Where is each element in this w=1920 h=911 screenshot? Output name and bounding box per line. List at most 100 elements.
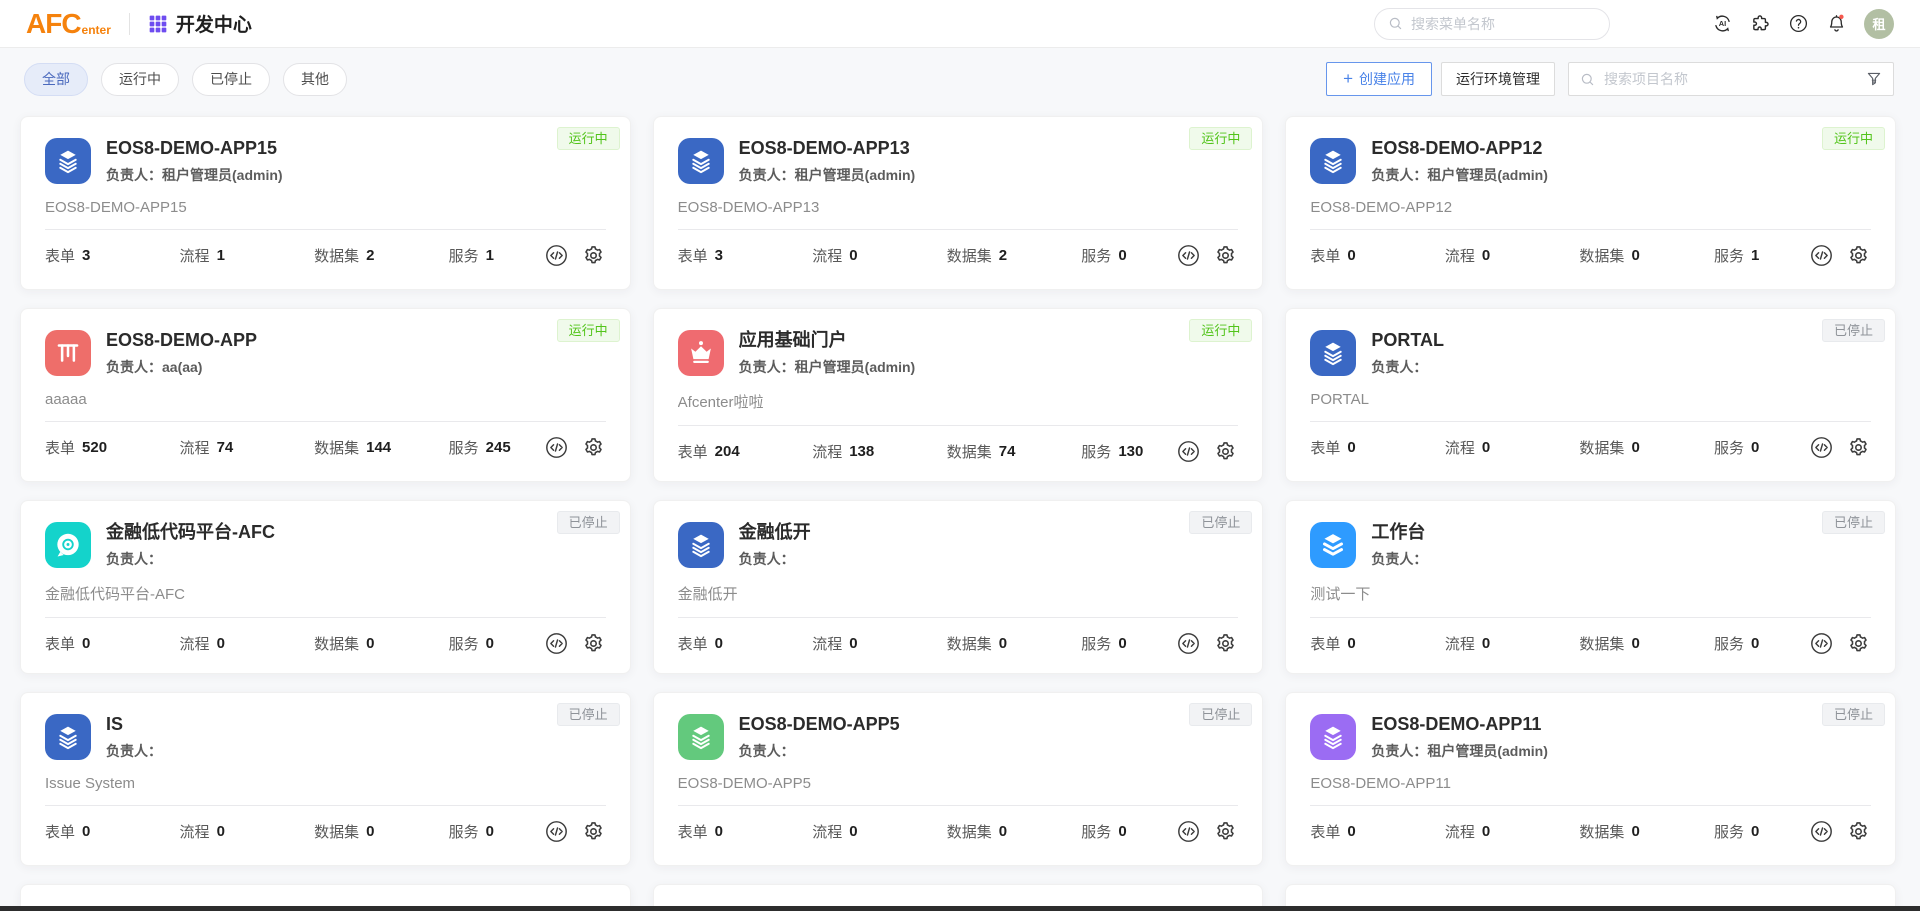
owner-label: 负责人： (1371, 166, 1428, 183)
code-icon[interactable] (544, 819, 569, 844)
layers-app-icon (1310, 329, 1357, 376)
app-card[interactable]: 运行中 EOS8-DEMO-APP 负责人：aa(aa) aaaaa 表单 520… (20, 308, 631, 482)
layers-app-icon (677, 713, 724, 760)
settings-gear-icon[interactable] (581, 631, 606, 656)
stat-form-value: 520 (82, 438, 108, 456)
stat-flow: 流程 0 (812, 245, 947, 266)
app-owner: 负责人：租户管理员(admin) (1371, 741, 1548, 761)
app-title: EOS8-DEMO-APP15 (106, 138, 278, 158)
code-icon[interactable] (1176, 243, 1201, 268)
settings-gear-icon[interactable] (1846, 819, 1871, 844)
code-icon[interactable] (1176, 819, 1201, 844)
app-description: 金融低开 (677, 585, 738, 603)
code-icon[interactable] (1176, 439, 1201, 464)
stat-service-label: 服务 (448, 439, 479, 457)
stat-flow: 流程 0 (1445, 821, 1580, 842)
stat-form-label: 表单 (677, 635, 708, 653)
code-icon[interactable] (1809, 819, 1834, 844)
stat-dataset: 数据集 144 (314, 437, 449, 458)
filter-funnel-icon[interactable] (1865, 70, 1883, 88)
stat-form-label: 表单 (45, 439, 76, 457)
app-title: EOS8-DEMO-APP12 (1371, 138, 1543, 158)
stat-flow-value: 0 (1481, 634, 1491, 652)
afcenter-logo[interactable]: AFC enter (26, 9, 111, 38)
stat-form-value: 0 (82, 634, 91, 652)
settings-gear-icon[interactable] (1846, 631, 1871, 656)
app-switcher[interactable]: 开发中心 (148, 10, 252, 37)
settings-gear-icon[interactable] (581, 243, 606, 268)
stat-service-value: 1 (1750, 246, 1760, 264)
user-avatar[interactable]: 租 (1864, 8, 1894, 39)
card-divider (677, 424, 1239, 426)
code-icon[interactable] (1809, 631, 1834, 656)
settings-gear-icon[interactable] (1213, 631, 1238, 656)
plugin-icon[interactable] (1750, 13, 1771, 34)
stat-dataset: 数据集 0 (947, 821, 1082, 842)
app-owner: 负责人：租户管理员(admin) (739, 165, 916, 185)
app-title: PORTAL (1371, 330, 1444, 350)
code-icon[interactable] (544, 243, 569, 268)
menu-search-box[interactable] (1374, 7, 1610, 40)
stat-dataset-label: 数据集 (314, 635, 360, 653)
stat-form-label: 表单 (45, 247, 76, 265)
code-icon[interactable] (1809, 435, 1834, 460)
code-icon[interactable] (544, 631, 569, 656)
settings-gear-icon[interactable] (1213, 243, 1238, 268)
settings-gear-icon[interactable] (581, 819, 606, 844)
app-card[interactable]: 已停止 金融低开 负责人： 金融低开 表单 0 流程 0 数据集 0 服务 0 (652, 500, 1264, 674)
stat-dataset: 数据集 0 (314, 633, 449, 654)
app-card[interactable]: 运行中 应用基础门户 负责人：租户管理员(admin) Afcenter啦啦 表… (652, 308, 1264, 482)
code-icon[interactable] (1809, 243, 1834, 268)
page-title: 开发中心 (175, 15, 252, 36)
app-card[interactable]: 运行中 EOS8-DEMO-APP15 负责人：租户管理员(admin) EOS… (20, 116, 631, 290)
settings-gear-icon[interactable] (581, 435, 606, 460)
stat-dataset-value: 74 (998, 442, 1016, 460)
stat-form: 表单 0 (678, 633, 813, 654)
create-app-button[interactable]: + 创建应用 (1326, 62, 1432, 96)
stat-form-label: 表单 (1310, 823, 1341, 841)
owner-label: 负责人： (1371, 358, 1428, 375)
filter-pill-全部[interactable]: 全部 (24, 62, 88, 96)
app-card[interactable]: 运行中 EOS8-DEMO-APP12 负责人：租户管理员(admin) EOS… (1285, 116, 1896, 290)
code-icon[interactable] (1176, 631, 1201, 656)
app-card[interactable]: 运行中 EOS8-DEMO-APP13 负责人：租户管理员(admin) EOS… (652, 116, 1264, 290)
help-icon[interactable] (1788, 13, 1809, 34)
stat-dataset: 数据集 0 (1579, 437, 1714, 458)
app-card[interactable]: 已停止 EOS8-DEMO-APP5 负责人： EOS8-DEMO-APP5 表… (652, 692, 1264, 866)
stat-form-label: 表单 (45, 635, 76, 653)
app-card[interactable]: 已停止 IS 负责人： Issue System 表单 0 流程 0 数据集 0 服务… (20, 692, 631, 866)
stat-form-label: 表单 (45, 823, 76, 841)
menu-search-input[interactable] (1411, 15, 1597, 32)
filter-pill-运行中[interactable]: 运行中 (101, 62, 179, 96)
ai-assistant-icon[interactable]: AI (1712, 13, 1733, 34)
status-badge: 运行中 (1189, 319, 1253, 342)
app-card[interactable]: 已停止 工作台 负责人： 测试一下 表单 0 流程 0 数据集 0 服务 0 (1285, 500, 1896, 674)
project-search-input[interactable] (1604, 71, 1857, 87)
stat-flow-value: 138 (849, 442, 875, 460)
notification-bell-icon[interactable] (1826, 13, 1847, 34)
filter-pill-已停止[interactable]: 已停止 (192, 62, 270, 96)
settings-gear-icon[interactable] (1846, 435, 1871, 460)
code-icon[interactable] (544, 435, 569, 460)
stat-form-label: 表单 (677, 247, 708, 265)
runtime-env-button[interactable]: 运行环境管理 (1441, 62, 1555, 96)
app-owner: 负责人：aa(aa) (106, 357, 257, 377)
app-card[interactable]: 已停止 PORTAL 负责人： PORTAL 表单 0 流程 0 数据集 0 服务 0 (1285, 308, 1896, 482)
app-card[interactable]: 已停止 金融低代码平台-AFC 负责人： 金融低代码平台-AFC 表单 0 流程 0… (20, 500, 631, 674)
stat-dataset-label: 数据集 (1579, 823, 1625, 841)
stat-dataset-label: 数据集 (946, 247, 992, 265)
stat-flow: 流程 0 (812, 633, 947, 654)
filter-pill-其他[interactable]: 其他 (283, 62, 347, 96)
status-badge: 已停止 (1189, 511, 1253, 534)
app-card[interactable]: 已停止 EOS8-DEMO-APP11 负责人：租户管理员(admin) EOS… (1285, 692, 1896, 866)
settings-gear-icon[interactable] (1846, 243, 1871, 268)
stat-flow: 流程 74 (180, 437, 315, 458)
stat-form-value: 0 (82, 822, 91, 840)
stat-dataset-label: 数据集 (314, 823, 360, 841)
project-search-box[interactable] (1568, 62, 1894, 96)
app-owner: 负责人： (106, 741, 162, 761)
settings-gear-icon[interactable] (1213, 819, 1238, 844)
stat-form-value: 3 (714, 246, 724, 264)
stat-flow-value: 0 (849, 822, 858, 840)
settings-gear-icon[interactable] (1213, 439, 1238, 464)
